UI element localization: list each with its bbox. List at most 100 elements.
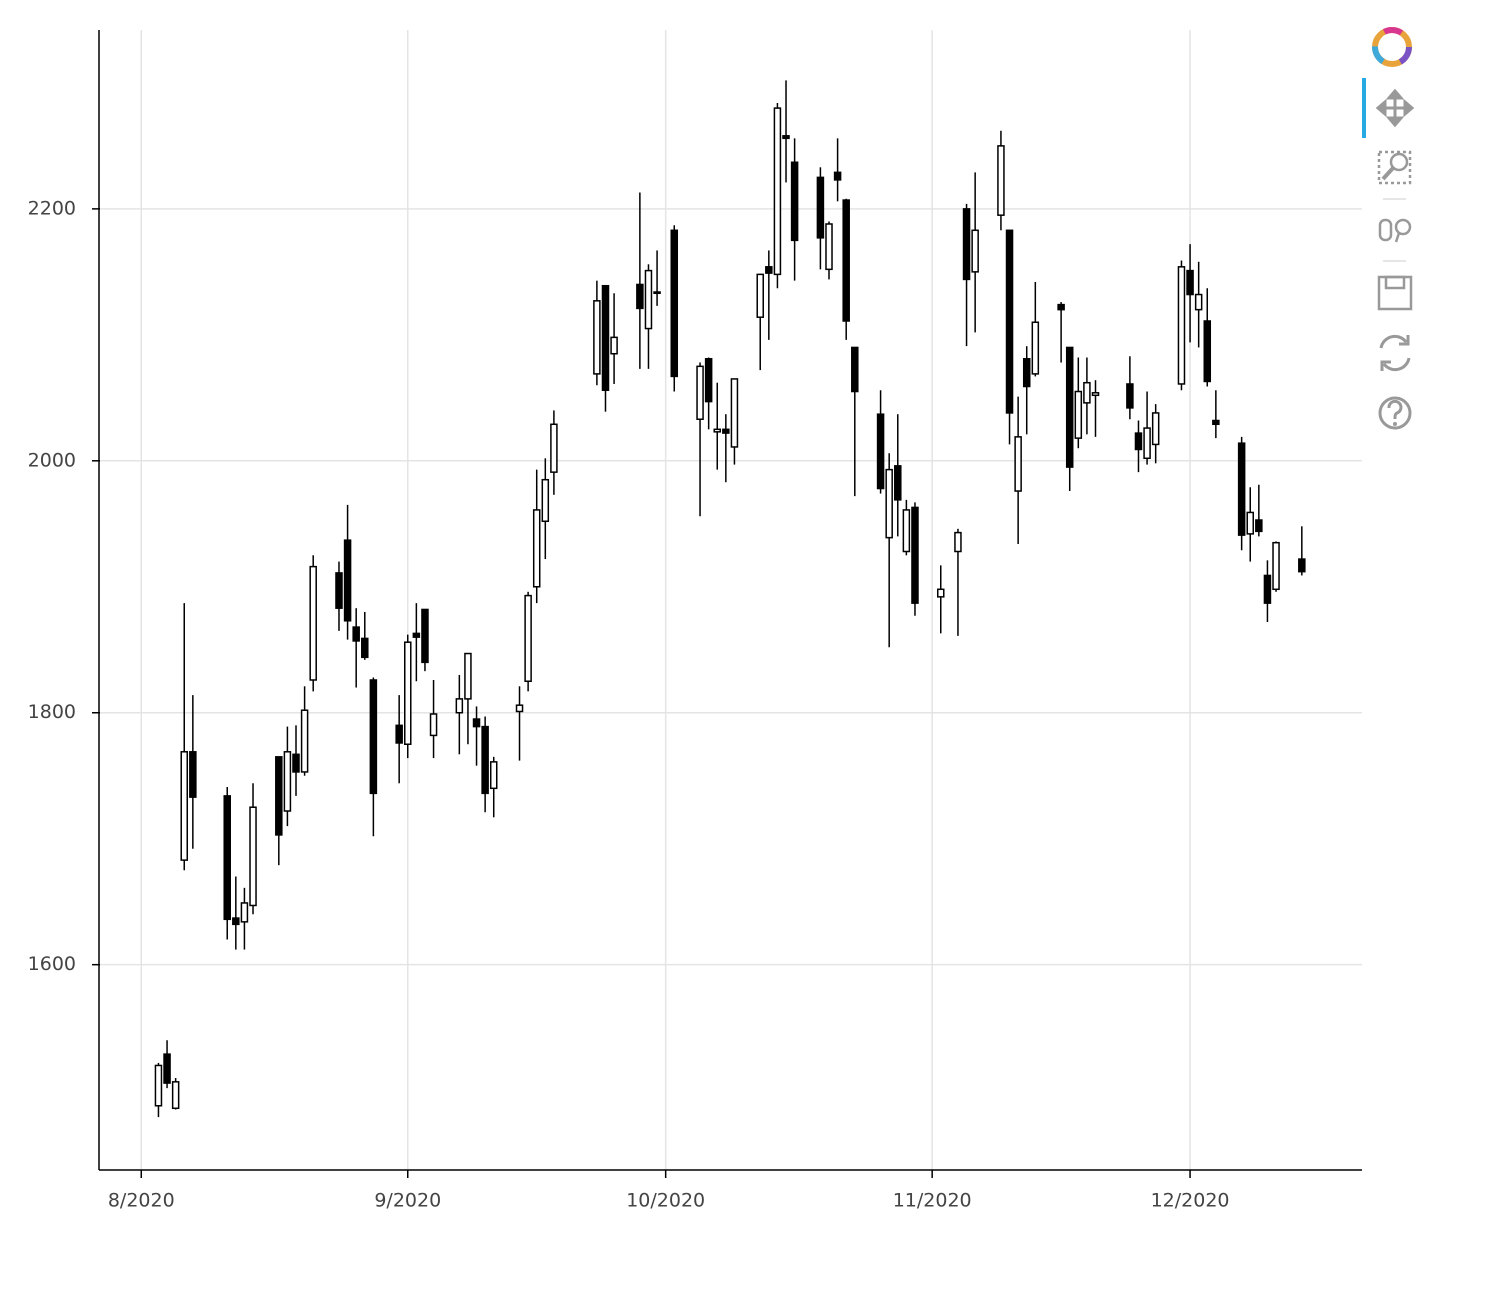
candle-body [730, 378, 739, 448]
candle-body [361, 637, 369, 659]
candle-body [472, 718, 481, 728]
candle-body [1126, 383, 1134, 409]
candle-body [885, 468, 893, 539]
candle-body [816, 176, 825, 239]
x-tick-label: 9/2020 [374, 1190, 441, 1212]
candle-body [421, 608, 429, 664]
candle-body [962, 208, 971, 281]
candle-body [515, 704, 524, 713]
candle-body [1134, 432, 1143, 451]
candle-body [1057, 303, 1065, 311]
candle-body [1014, 436, 1022, 492]
candle-body [1083, 381, 1091, 404]
candle-body [1186, 269, 1194, 296]
candle-body [1263, 574, 1272, 604]
y-tick-label: 2000 [28, 449, 76, 471]
candle-body [524, 594, 532, 682]
candle-body [1065, 346, 1074, 468]
candle-body [790, 161, 799, 242]
candle-body [894, 465, 902, 501]
candle-body [954, 531, 962, 553]
candle-body [412, 632, 421, 638]
candle-body [765, 266, 773, 274]
candle-body [352, 626, 360, 642]
candle-body [971, 229, 979, 273]
candle-body [481, 725, 489, 795]
candle-body [782, 135, 790, 140]
candle-body [1203, 320, 1212, 383]
candle-body [825, 223, 833, 271]
candle-body [1246, 511, 1255, 535]
candle-body [395, 724, 403, 744]
candle-body [455, 698, 464, 714]
candle-body [636, 283, 644, 310]
y-tick-label: 1600 [28, 953, 76, 975]
candle-body [833, 171, 842, 181]
candle-body [610, 336, 618, 355]
candle-body [1074, 390, 1083, 439]
candle-body [1272, 541, 1280, 591]
candle-body [464, 652, 472, 700]
candle-body [189, 751, 197, 798]
x-tick-label: 10/2020 [626, 1190, 705, 1212]
candle-body [851, 346, 859, 393]
candle-body [300, 709, 309, 773]
candle-body [171, 1081, 180, 1110]
y-tick-label: 1800 [28, 701, 76, 723]
candle-body [876, 413, 885, 490]
candle-body [429, 713, 438, 737]
candle-body [1022, 358, 1031, 388]
candle-body [180, 751, 189, 861]
candle-body [1151, 412, 1160, 446]
candle-body [163, 1053, 171, 1084]
box-zoom-tool[interactable] [1377, 150, 1412, 185]
x-tick-label: 8/2020 [108, 1190, 175, 1212]
x-tick-label: 12/2020 [1151, 1190, 1230, 1212]
candle-body [593, 300, 601, 375]
candle-body [223, 795, 231, 921]
bokeh-logo[interactable] [1372, 27, 1412, 67]
active-indicator [1362, 78, 1366, 138]
candle-body [1005, 229, 1014, 414]
wheel-zoom-tool[interactable] [1378, 218, 1412, 243]
candle-body [232, 917, 240, 926]
candle-body [1237, 442, 1246, 536]
candle-body [1177, 266, 1186, 385]
candle-body [1091, 392, 1100, 397]
toolbar [1362, 27, 1415, 430]
pan-tool[interactable] [1375, 88, 1415, 128]
candle-body [1212, 419, 1220, 426]
grid [100, 30, 1362, 1170]
save-tool[interactable] [1377, 275, 1413, 311]
candle-body [283, 751, 292, 812]
candle-body [670, 229, 679, 378]
candle-body [713, 428, 722, 433]
candle-body [154, 1064, 163, 1107]
candle-body [275, 756, 283, 836]
candle-body [489, 761, 498, 790]
candle-body [644, 269, 653, 330]
reset-tool[interactable] [1379, 334, 1411, 372]
candle-body [1255, 519, 1263, 533]
candle-body [532, 509, 541, 588]
candle-body [550, 423, 558, 473]
candle-body [653, 291, 661, 295]
candle-body [292, 753, 300, 773]
candle-body [369, 679, 378, 795]
candle-body [722, 428, 730, 434]
candle-body [842, 199, 850, 322]
candle-body [309, 565, 317, 681]
candle-body [249, 806, 257, 907]
candle-body [773, 107, 782, 276]
candle-body [1194, 293, 1203, 311]
help-tool[interactable] [1378, 396, 1412, 430]
candle-body [343, 539, 352, 622]
candle-body [937, 588, 945, 598]
candle-body [997, 145, 1005, 216]
candle-body [911, 506, 919, 604]
candle-body [1031, 321, 1040, 375]
candle-body [240, 902, 249, 923]
candle-body [1143, 427, 1151, 460]
candle-body [696, 365, 704, 420]
